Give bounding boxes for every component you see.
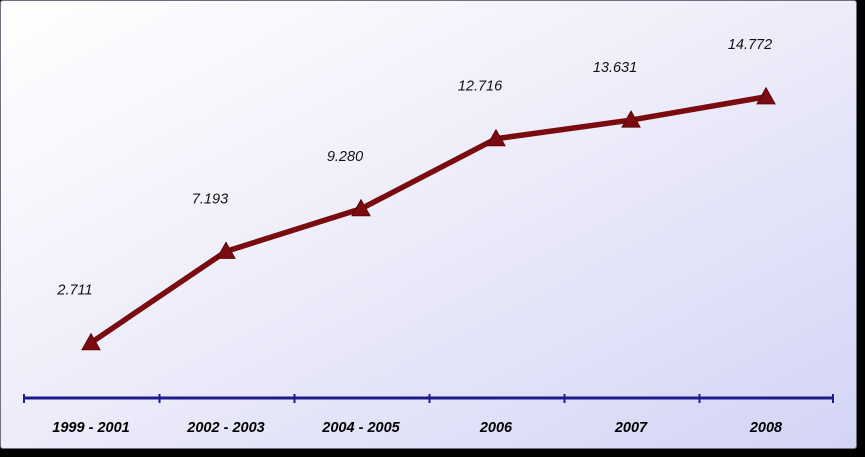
data-point-marker [81, 332, 101, 351]
x-tick-label: 2007 [614, 420, 648, 436]
x-tick-label: 2004 - 2005 [321, 420, 400, 436]
x-tick-label: 2006 [479, 420, 513, 436]
data-label: 2.711 [56, 283, 92, 299]
data-point-marker [621, 110, 641, 128]
x-axis [23, 394, 834, 403]
markers-group [81, 86, 776, 351]
data-point-marker [756, 86, 776, 105]
data-point-marker [351, 198, 371, 217]
data-label: 9.280 [327, 149, 363, 165]
data-label: 7.193 [192, 191, 228, 207]
chart-frame: 2.711 7.193 9.280 12.716 13.631 14.772 1999 -… [0, 0, 857, 449]
x-tick-label: 2002 - 2003 [186, 420, 264, 436]
data-point-marker [486, 128, 506, 147]
data-label: 12.716 [458, 79, 503, 95]
data-label: 14.772 [728, 37, 772, 53]
series-line [88, 94, 769, 346]
data-label: 13.631 [593, 60, 637, 76]
line-chart: 2.711 7.193 9.280 12.716 13.631 14.772 1999 -… [23, 37, 834, 436]
x-tick-label: 2008 [749, 420, 783, 436]
data-point-marker [216, 241, 236, 259]
x-tick-label: 1999 - 2001 [52, 420, 129, 436]
tick-labels-group: 1999 - 2001 2002 - 2003 2004 - 2005 2006 200… [52, 420, 783, 436]
data-labels-group: 2.711 7.193 9.280 12.716 13.631 14.772 [56, 37, 772, 299]
series-line-group [88, 94, 769, 346]
